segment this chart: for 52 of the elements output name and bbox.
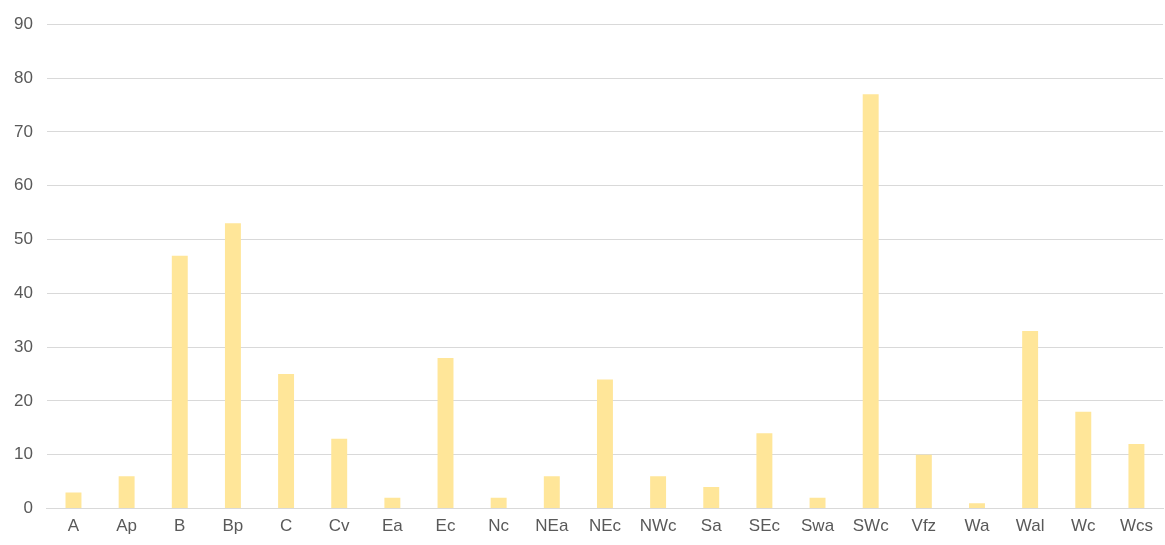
x-tick-label: Cv bbox=[328, 516, 351, 536]
x-tick-label: Bp bbox=[222, 516, 244, 536]
y-tick-label: 40 bbox=[13, 283, 33, 302]
y-tick-label: 20 bbox=[13, 390, 33, 410]
x-tick-label: SEc bbox=[748, 516, 781, 536]
bar bbox=[224, 223, 241, 509]
x-tick-label: Nc bbox=[488, 516, 510, 536]
x-tick-label: C bbox=[279, 516, 293, 536]
bar bbox=[703, 487, 720, 509]
bar bbox=[437, 357, 454, 509]
y-tick-label: 10 bbox=[13, 444, 33, 464]
x-tick-label: Vfz bbox=[911, 516, 937, 536]
bar bbox=[915, 454, 932, 509]
bar bbox=[543, 476, 560, 509]
y-tick-label: 60 bbox=[13, 175, 33, 195]
x-tick-label: NEc bbox=[588, 516, 622, 536]
bar bbox=[331, 438, 348, 509]
bar bbox=[118, 476, 135, 509]
x-tick-label: SWc bbox=[852, 516, 890, 536]
y-tick-label: 90 bbox=[13, 13, 33, 33]
x-tick-label: Ea bbox=[381, 516, 404, 536]
bar bbox=[171, 255, 188, 509]
x-tick-label: B bbox=[174, 516, 186, 536]
x-tick-label: Wal bbox=[1015, 516, 1045, 536]
x-tick-label: Ec bbox=[435, 516, 456, 536]
x-tick-label: Swa bbox=[801, 516, 835, 536]
bar bbox=[809, 497, 826, 509]
y-tick-label: 80 bbox=[13, 67, 33, 87]
bar bbox=[1075, 411, 1092, 509]
y-tick-label: 0 bbox=[23, 498, 33, 518]
bar bbox=[650, 476, 667, 509]
bar bbox=[756, 433, 773, 509]
bar bbox=[384, 497, 401, 509]
x-tick-label: NEa bbox=[535, 516, 569, 536]
bar bbox=[490, 497, 507, 509]
bar bbox=[65, 492, 82, 509]
bar bbox=[862, 94, 879, 509]
x-tick-label: Wc bbox=[1071, 516, 1097, 536]
x-tick-label: Wa bbox=[964, 516, 990, 536]
bar bbox=[1128, 444, 1145, 509]
bar bbox=[969, 503, 985, 509]
y-tick-label: 30 bbox=[13, 336, 33, 356]
x-tick-label: A bbox=[67, 516, 80, 536]
x-tick-label: NWc bbox=[639, 516, 678, 536]
x-tick-label: Ap bbox=[116, 516, 138, 536]
bar bbox=[278, 374, 295, 509]
x-tick-label: Wcs bbox=[1119, 516, 1153, 536]
y-tick-label: 50 bbox=[13, 229, 33, 249]
x-tick-label: Sa bbox=[700, 516, 723, 536]
bar bbox=[1022, 330, 1039, 509]
y-tick-label: 70 bbox=[13, 121, 33, 141]
bar bbox=[596, 379, 613, 509]
